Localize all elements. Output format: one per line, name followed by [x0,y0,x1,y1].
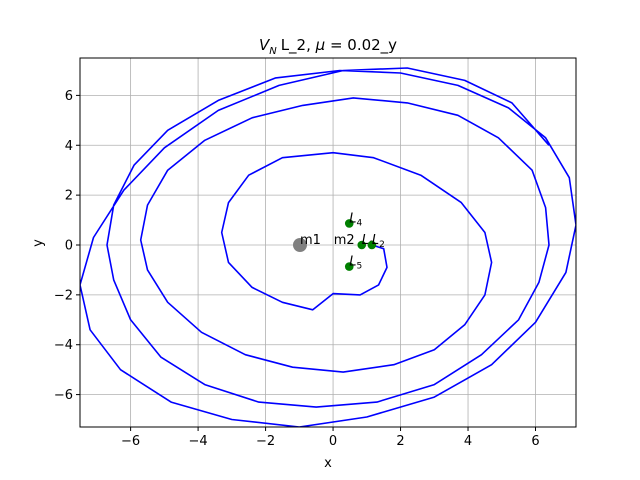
title-text: L_2, [281,36,316,55]
x-tick-label-2: −2 [256,434,275,449]
title-v: V [259,36,271,54]
plot-background [80,58,576,427]
primary-label-m1: m1 [300,233,321,248]
x-axis-label: x [324,456,332,471]
lagrange-marker-L5 [344,262,354,271]
lagrange-label-L4: L4 [349,211,362,228]
x-tick-label-6: 6 [531,434,539,449]
lagrange-marker-L4 [344,219,354,228]
y-tick-label-3: 0 [65,238,73,253]
x-tick-label-4: 2 [396,434,404,449]
title-sub-n: N [269,46,277,57]
lagrange-marker-L1 [357,240,367,250]
x-tick-label-5: 4 [464,434,472,449]
chart-title: VN L_2, μ = 0.02_y [259,36,397,57]
y-tick-label-2: −2 [54,288,73,303]
y-tick-label-1: −4 [54,338,73,353]
lagrange-label-L5: L5 [349,255,362,272]
y-tick-label-6: 6 [65,89,73,104]
x-tick-label-0: −6 [121,434,140,449]
lagrange-label-L2: L2 [372,233,385,250]
primary-marker-m1 [292,237,307,252]
title-value: = 0.02_y [325,36,397,55]
x-tick-label-1: −4 [189,434,208,449]
y-tick-label-0: −6 [54,388,73,403]
axes-frame [79,57,577,428]
title-mu: μ [315,36,326,54]
x-tick-label-3: 0 [329,434,337,449]
y-tick-label-5: 4 [65,139,73,154]
series-line-0 [80,67,576,427]
y-tick-label-4: 2 [65,189,73,204]
y-axis-label: y [31,239,46,247]
primary-label-m2: m2 [334,233,355,248]
lagrange-marker-L2 [367,240,377,250]
